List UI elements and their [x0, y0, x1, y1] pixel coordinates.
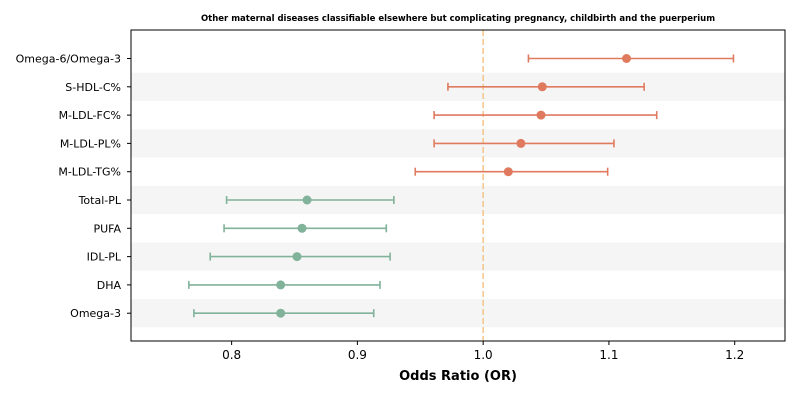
- row-label: IDL-PL: [87, 251, 122, 264]
- forest-row: IDL-PL: [87, 251, 391, 264]
- forest-row: Total-PL: [78, 194, 395, 207]
- data-rows: Omega-6/Omega-3 S-HDL-C% M-LDL-FC% M-LDL-PL…: [16, 53, 735, 320]
- forest-row: Omega-6/Omega-3: [16, 53, 735, 66]
- row-label: PUFA: [93, 222, 121, 235]
- or-point: [516, 138, 526, 148]
- row-label: Total-PL: [78, 194, 122, 207]
- chart-title: Other maternal diseases classifiable els…: [201, 14, 715, 24]
- row-label: M-LDL-PL%: [60, 137, 121, 150]
- or-point: [302, 195, 312, 205]
- row-label: Omega-3: [70, 307, 121, 320]
- or-point: [503, 167, 513, 177]
- or-point: [537, 82, 547, 92]
- or-point: [622, 54, 632, 63]
- forest-row: PUFA: [93, 222, 388, 235]
- x-axis-label: Odds Ratio (OR): [399, 369, 517, 384]
- forest-row: M-LDL-FC%: [59, 109, 658, 122]
- plot-frame: [130, 29, 786, 342]
- or-point: [276, 308, 286, 318]
- or-point: [297, 223, 307, 233]
- forest-row: Omega-3: [70, 307, 375, 320]
- or-point: [536, 110, 546, 120]
- row-label: DHA: [97, 279, 122, 292]
- forest-row: M-LDL-PL%: [60, 137, 615, 150]
- row-label: Omega-6/Omega-3: [16, 53, 121, 66]
- or-point: [276, 280, 286, 290]
- row-label: S-HDL-C%: [65, 81, 121, 94]
- forest-row: S-HDL-C%: [65, 81, 645, 94]
- or-point: [292, 252, 302, 262]
- forest-row: DHA: [97, 279, 381, 292]
- forest-row: M-LDL-TG%: [58, 166, 609, 179]
- x-tick-label: 1.1: [599, 348, 618, 362]
- x-tick-label: 1.2: [725, 348, 744, 362]
- row-label: M-LDL-TG%: [58, 166, 121, 179]
- x-tick-label: 1.0: [474, 348, 493, 362]
- x-tick-label: 0.8: [222, 348, 241, 362]
- x-tick-label: 0.9: [348, 348, 367, 362]
- row-label: M-LDL-FC%: [59, 109, 121, 122]
- x-axis: 0.8 0.9 1.0 1.1 1.2: [222, 341, 744, 362]
